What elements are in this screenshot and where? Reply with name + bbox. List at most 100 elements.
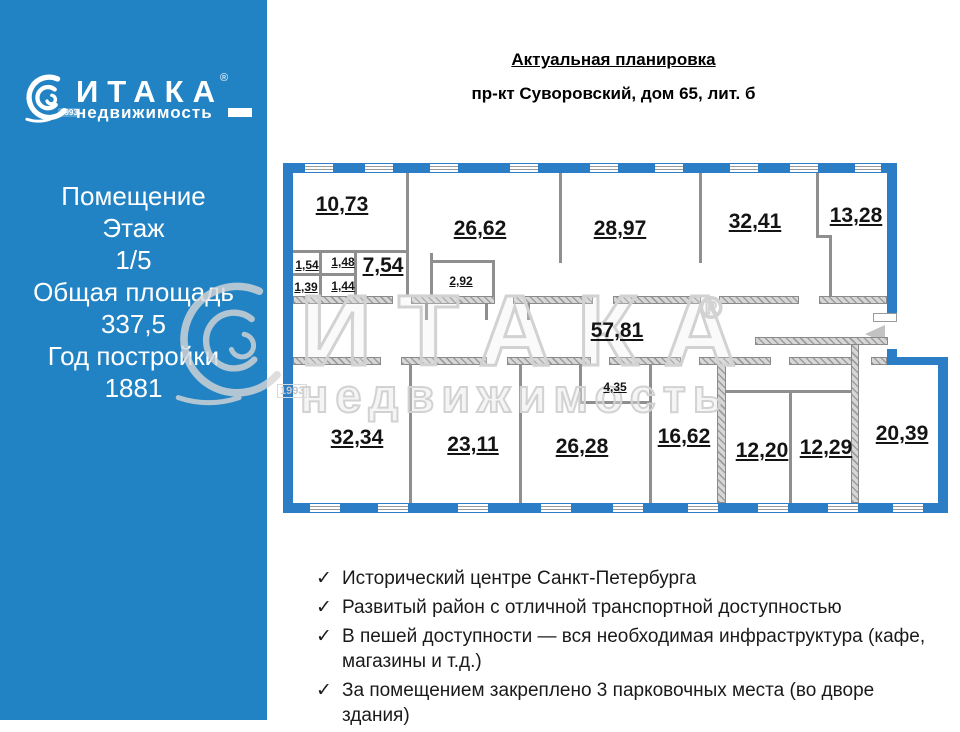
window-segment bbox=[688, 504, 718, 512]
window-segment bbox=[828, 504, 858, 512]
interior-wall bbox=[430, 253, 433, 299]
window-segment bbox=[790, 164, 818, 172]
info-line-room: Помещение bbox=[61, 181, 206, 211]
room-area-label: 23,11 bbox=[447, 433, 499, 456]
room-area-label: 1,44 bbox=[331, 279, 355, 293]
interior-wall bbox=[789, 390, 792, 503]
corridor-wall bbox=[719, 296, 799, 304]
room-area-label: 7,54 bbox=[362, 254, 404, 277]
check-icon: ✓ bbox=[316, 597, 332, 618]
room-area-label: 57,81 bbox=[590, 319, 644, 342]
sidebar: ИТАКА ® 1993 недвижимость Помещение Этаж… bbox=[0, 0, 267, 720]
room-area-label: 28,97 bbox=[593, 217, 647, 240]
interior-wall bbox=[409, 364, 412, 503]
logo-year-badge: 1993 bbox=[58, 108, 80, 117]
window-segment bbox=[458, 504, 488, 512]
door-jamb bbox=[425, 304, 428, 320]
checklist: ✓ Исторический центре Санкт-Петербурга ✓… bbox=[316, 566, 946, 732]
checklist-item: ✓ Исторический центре Санкт-Петербурга bbox=[316, 566, 946, 591]
outer-wall-left bbox=[283, 163, 293, 513]
interior-wall bbox=[649, 364, 652, 503]
interior-wall bbox=[579, 364, 582, 404]
room-area-label: 1,39 bbox=[294, 280, 318, 294]
interior-wall bbox=[293, 273, 355, 276]
window-segment bbox=[655, 164, 683, 172]
window-segment bbox=[855, 164, 881, 172]
info-line-year-label: Год постройки bbox=[47, 341, 220, 371]
interior-wall bbox=[319, 253, 322, 299]
outer-wall-right-extension bbox=[938, 357, 948, 513]
room-area-label: 4,35 bbox=[603, 380, 627, 394]
outer-wall-step bbox=[887, 357, 948, 365]
interior-wall bbox=[829, 235, 832, 299]
window-segment bbox=[310, 504, 340, 512]
check-icon: ✓ bbox=[316, 568, 332, 589]
room-area-label: 2,92 bbox=[449, 274, 473, 288]
page-title: Актуальная планировка bbox=[511, 50, 716, 69]
room-area-label: 12,20 bbox=[735, 439, 789, 462]
corridor-wall bbox=[699, 357, 771, 365]
room-area-label: 26,28 bbox=[555, 435, 609, 458]
room-area-label: 1,54 bbox=[295, 258, 319, 272]
checklist-item: ✓ За помещением закреплено 3 парковочных… bbox=[316, 678, 946, 728]
info-line-area-value: 337,5 bbox=[100, 309, 167, 339]
checklist-item-text: Исторический центре Санкт-Петербурга bbox=[342, 568, 697, 589]
corridor-wall bbox=[401, 357, 487, 365]
window-segment bbox=[613, 504, 643, 512]
corridor-wall bbox=[293, 357, 381, 365]
info-line-floor-label: Этаж bbox=[102, 213, 165, 243]
room-area-label: 10,73 bbox=[315, 193, 369, 216]
interior-wall bbox=[559, 173, 562, 263]
interior-wall bbox=[354, 253, 357, 299]
interior-wall-thick bbox=[851, 337, 859, 503]
logo-bar-decoration bbox=[228, 108, 252, 117]
corridor-wall bbox=[613, 296, 701, 304]
entrance-door-leaf bbox=[873, 313, 897, 322]
info-line-year-value: 1881 bbox=[104, 373, 163, 403]
corridor-wall bbox=[507, 357, 591, 365]
window-segment bbox=[430, 164, 458, 172]
checklist-item: ✓ Развитый район с отличной транспортной… bbox=[316, 595, 946, 620]
room-area-label: 12,29 bbox=[799, 436, 853, 459]
interior-wall bbox=[293, 250, 407, 253]
window-segment bbox=[365, 164, 393, 172]
logo-subtitle-text: недвижимость bbox=[76, 103, 213, 122]
room-area-label: 26,62 bbox=[453, 217, 507, 240]
interior-wall bbox=[699, 173, 702, 263]
interior-wall bbox=[579, 401, 652, 404]
room-area-label: 32,41 bbox=[728, 210, 782, 233]
room-area-label: 32,34 bbox=[330, 426, 384, 449]
logo-brand-text: ИТАКА bbox=[76, 74, 224, 109]
logo-swirl-icon bbox=[25, 74, 67, 123]
checklist-item-text: Развитый район с отличной транспортной д… bbox=[342, 597, 842, 618]
room-area-label: 1,48 bbox=[331, 255, 355, 269]
window-segment bbox=[305, 164, 333, 172]
checklist-item-text: За помещением закреплено 3 парковочных м… bbox=[342, 680, 875, 726]
window-segment bbox=[758, 504, 788, 512]
corridor-wall bbox=[293, 296, 393, 304]
checklist-item: ✓ В пешей доступности — вся необходимая … bbox=[316, 624, 946, 674]
info-line-area-label: Общая площадь bbox=[33, 277, 234, 307]
itaka-logo: ИТАКА ® 1993 недвижимость bbox=[24, 72, 254, 134]
corridor-wall bbox=[411, 296, 495, 304]
interior-wall bbox=[406, 173, 409, 296]
door-jamb bbox=[485, 304, 488, 320]
interior-wall bbox=[726, 390, 856, 393]
checklist-item-text: В пешей доступности — вся необходимая ин… bbox=[342, 626, 926, 672]
window-segment bbox=[541, 504, 571, 512]
corridor-wall bbox=[871, 357, 887, 365]
interior-wall bbox=[492, 260, 495, 299]
corridor-wall bbox=[513, 296, 593, 304]
room-area-label: 13,28 bbox=[829, 204, 883, 227]
window-segment bbox=[590, 164, 618, 172]
interior-wall-thick bbox=[755, 337, 888, 345]
outer-wall-right-upper bbox=[887, 163, 897, 365]
check-icon: ✓ bbox=[316, 680, 332, 701]
corridor-wall bbox=[789, 357, 853, 365]
window-segment bbox=[378, 504, 408, 512]
page-address: пр-кт Суворовский, дом 65, лит. б bbox=[471, 84, 756, 103]
window-segment bbox=[893, 504, 923, 512]
corridor-wall bbox=[609, 357, 681, 365]
check-icon: ✓ bbox=[316, 626, 332, 647]
interior-wall bbox=[430, 260, 494, 263]
